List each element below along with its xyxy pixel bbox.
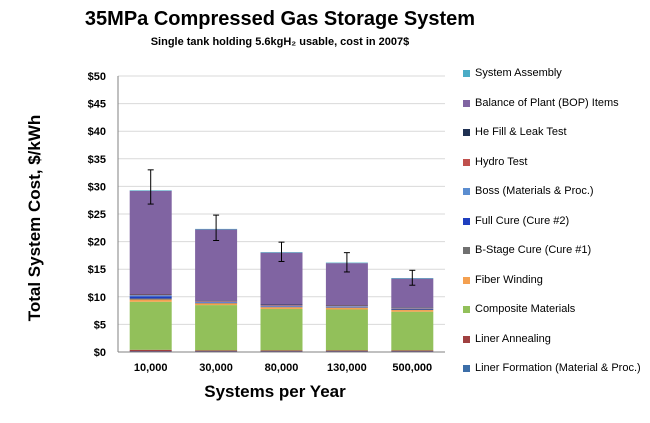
- bar-segment: [325, 305, 368, 306]
- bar-segment: [260, 304, 303, 306]
- bar-segment: [325, 306, 368, 307]
- bar-segment: [391, 307, 434, 309]
- legend-label: Balance of Plant (BOP) Items: [475, 96, 619, 109]
- bar-segment: [260, 351, 303, 352]
- bar-segment: [195, 301, 238, 303]
- bar-segment: [129, 296, 172, 299]
- legend-swatch: [463, 70, 470, 77]
- bar-segment: [391, 308, 434, 309]
- bar-segment: [260, 305, 303, 307]
- legend-label: Hydro Test: [475, 155, 528, 168]
- y-tick-label: $45: [88, 99, 106, 111]
- bar-segment: [195, 305, 238, 351]
- bar-segment: [325, 305, 368, 307]
- x-tick-label: 80,000: [265, 362, 299, 374]
- bar-segment: [391, 307, 434, 308]
- legend-swatch: [463, 217, 470, 225]
- legend-swatch: [463, 188, 470, 195]
- y-tick-label: $30: [88, 181, 106, 193]
- bar-segment: [391, 309, 434, 311]
- bar-segment: [129, 295, 172, 297]
- y-tick-label: $50: [88, 71, 106, 83]
- legend-label: Fiber Winding: [475, 273, 543, 286]
- x-axis-label: Systems per Year: [204, 382, 346, 401]
- bar-segment: [391, 308, 434, 310]
- bar-segment: [129, 351, 172, 352]
- legend-label: He Fill & Leak Test: [475, 126, 567, 138]
- bar-segment: [260, 308, 303, 351]
- legend-swatch: [463, 335, 470, 343]
- y-tick-label: $40: [88, 126, 106, 138]
- chart-title: 35MPa Compressed Gas Storage System: [84, 8, 476, 30]
- bar-segment: [195, 303, 238, 306]
- legend-label: Liner Annealing: [475, 332, 551, 345]
- legend-swatch: [463, 158, 470, 166]
- bar-segment: [195, 351, 238, 352]
- bar-segment: [129, 190, 172, 295]
- bar-segment: [129, 298, 172, 300]
- y-tick-label: $35: [88, 154, 106, 166]
- bar-segment: [195, 302, 238, 303]
- bar-segment: [195, 302, 238, 304]
- bar-segment: [260, 307, 303, 309]
- x-tick-label: 500,000: [392, 362, 432, 374]
- legend-label: System Assembly: [475, 67, 562, 79]
- bar-segment: [391, 350, 434, 352]
- bar-segment: [195, 350, 238, 352]
- x-tick-label: 10,000: [134, 362, 168, 374]
- x-tick-label: 130,000: [327, 362, 367, 374]
- legend-swatch: [463, 129, 470, 136]
- bar-segment: [195, 301, 238, 302]
- bar-segment: [260, 306, 303, 308]
- legend-label: Composite Materials: [475, 303, 576, 315]
- legend-swatch: [463, 365, 470, 372]
- bar-segment: [260, 305, 303, 306]
- y-tick-label: $10: [88, 292, 106, 304]
- chart-subtitle-text: Single tank holding 5.6kgH₂ usable, cost…: [150, 36, 410, 48]
- x-tick-label: 30,000: [199, 362, 233, 374]
- bar-segment: [129, 299, 172, 302]
- legend-label: B-Stage Cure (Cure #1): [475, 244, 592, 256]
- bar-segment: [129, 349, 172, 352]
- y-tick-label: $0: [94, 347, 106, 359]
- bar-segment: [325, 351, 368, 352]
- bar-segment: [129, 294, 172, 296]
- bar-segment: [391, 311, 434, 351]
- bar-segment: [195, 300, 238, 302]
- y-tick-label: $5: [94, 319, 106, 331]
- legend-label: Full Cure (Cure #2): [475, 214, 570, 227]
- bar-segment: [325, 307, 368, 310]
- legend-swatch: [463, 247, 470, 254]
- chart-subtitle: Single tank holding 5.6kgH₂ usable, cost…: [0, 36, 560, 48]
- bar-segment: [195, 229, 238, 301]
- legend-swatch: [463, 306, 470, 313]
- bar-segment: [391, 310, 434, 312]
- bar-segment: [325, 350, 368, 352]
- bar-segment: [129, 301, 172, 350]
- bar-segment: [391, 351, 434, 352]
- y-tick-label: $20: [88, 237, 106, 249]
- bar-segment: [325, 306, 368, 308]
- bar-segment: [325, 309, 368, 351]
- bar-segment: [325, 307, 368, 308]
- y-tick-label: $25: [88, 209, 106, 221]
- bar-segment: [129, 294, 172, 295]
- legend-label: Boss (Materials & Proc.): [475, 185, 594, 197]
- legend-swatch: [463, 99, 470, 107]
- bar-segment: [260, 350, 303, 352]
- bar-segment: [260, 306, 303, 307]
- legend-swatch: [463, 276, 470, 284]
- legend-label: Liner Formation (Material & Proc.): [475, 362, 641, 374]
- y-tick-label: $15: [88, 264, 106, 276]
